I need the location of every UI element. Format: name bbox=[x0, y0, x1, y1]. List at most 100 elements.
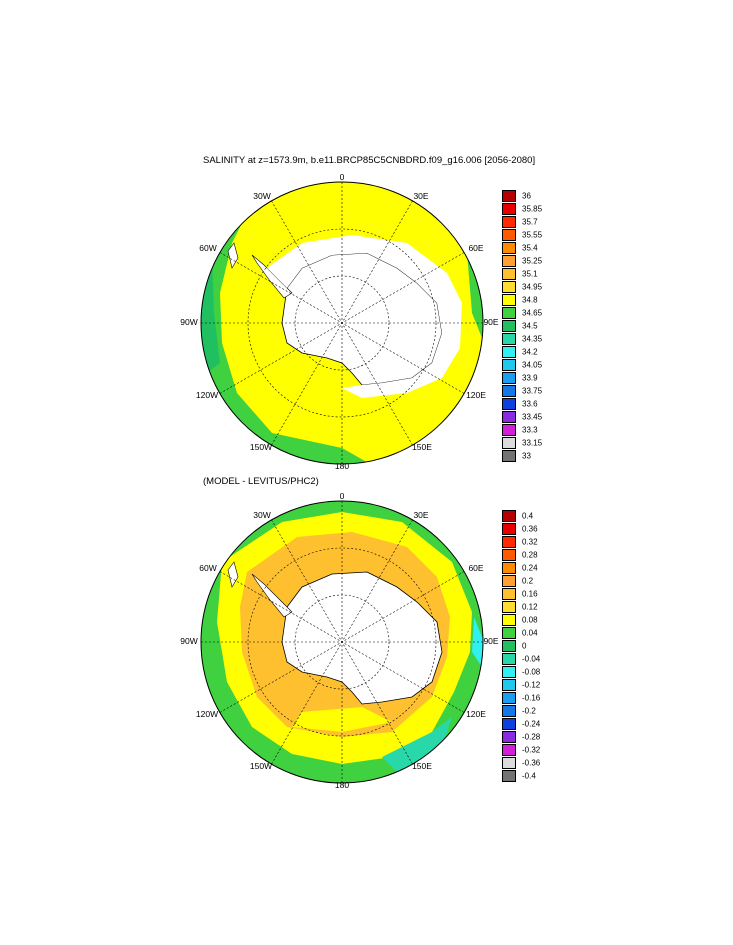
colorbar-label: 35.4 bbox=[522, 243, 538, 253]
colorbar-label: 0.04 bbox=[522, 628, 538, 638]
diff-south-america-tip bbox=[227, 561, 239, 588]
colorbar-label: 0.32 bbox=[522, 537, 538, 547]
colorbar-swatch bbox=[502, 398, 516, 410]
colorbar-swatch bbox=[502, 450, 516, 462]
colorbar-label: 33.45 bbox=[522, 412, 543, 422]
colorbar-label: 36 bbox=[522, 191, 531, 201]
colorbar-swatch bbox=[502, 653, 516, 665]
colorbar-label: 34.2 bbox=[522, 347, 538, 357]
colorbar-swatch bbox=[502, 190, 516, 202]
colorbar-label: 33.6 bbox=[522, 399, 538, 409]
lon-label-150e: 150E bbox=[412, 761, 432, 771]
colorbar-label: 33.3 bbox=[522, 425, 538, 435]
colorbar-label: -0.04 bbox=[522, 654, 541, 664]
colorbar-swatch bbox=[502, 718, 516, 730]
colorbar-swatch bbox=[502, 255, 516, 267]
lon-label-90e: 90E bbox=[483, 636, 499, 646]
colorbar-label: -0.4 bbox=[522, 771, 536, 781]
colorbar-label: 33.15 bbox=[522, 438, 543, 448]
green-band-east bbox=[467, 253, 483, 343]
colorbar-swatch bbox=[502, 731, 516, 743]
colorbar-swatch bbox=[502, 510, 516, 522]
lon-label-180: 180 bbox=[334, 780, 350, 790]
panel2-title: (MODEL - LEVITUS/PHC2) bbox=[203, 476, 319, 487]
colorbar-swatch bbox=[502, 640, 516, 652]
colorbar-swatch bbox=[502, 411, 516, 423]
colorbar-label: -0.2 bbox=[522, 706, 536, 716]
difference-polar-map bbox=[200, 500, 484, 784]
panel1-title: SALINITY at z=1573.9m, b.e11.BRCP85C5CNB… bbox=[203, 155, 536, 166]
lon-label-150w: 150W bbox=[249, 442, 273, 452]
diff-antarctica-land bbox=[281, 571, 443, 705]
salinity-polar-map bbox=[200, 181, 484, 465]
colorbar-swatch bbox=[502, 523, 516, 535]
south-america-tip bbox=[227, 242, 239, 269]
colorbar-label: 34.95 bbox=[522, 282, 543, 292]
colorbar-swatch bbox=[502, 679, 516, 691]
diff-yellow-patch-south bbox=[292, 707, 392, 732]
colorbar-swatch bbox=[502, 372, 516, 384]
lon-label-60w: 60W bbox=[199, 243, 217, 253]
colorbar-swatch bbox=[502, 666, 516, 678]
colorbar-label: 35.85 bbox=[522, 204, 543, 214]
colorbar-label: 33.9 bbox=[522, 373, 538, 383]
colorbar-swatch bbox=[502, 588, 516, 600]
diff-antarctic-peninsula bbox=[251, 573, 293, 618]
missing-data-ring bbox=[267, 235, 462, 398]
colorbar-swatch bbox=[502, 705, 516, 717]
colorbar-swatch bbox=[502, 359, 516, 371]
colorbar-swatch bbox=[502, 601, 516, 613]
lon-label-120e: 120E bbox=[466, 709, 486, 719]
diff-teal-southeast bbox=[382, 717, 452, 777]
colorbar-swatch bbox=[502, 203, 516, 215]
lon-label-180: 180 bbox=[334, 461, 350, 471]
colorbar-swatch bbox=[502, 575, 516, 587]
lon-label-120w: 120W bbox=[195, 709, 219, 719]
lon-label-90w: 90W bbox=[180, 317, 198, 327]
colorbar-label: 0.2 bbox=[522, 576, 534, 586]
colorbar-swatch bbox=[502, 294, 516, 306]
colorbar-label: 0 bbox=[522, 641, 527, 651]
colorbar-label: -0.24 bbox=[522, 719, 541, 729]
colorbar-swatch bbox=[502, 320, 516, 332]
colorbar-label: 35.55 bbox=[522, 230, 543, 240]
colorbar-label: -0.16 bbox=[522, 693, 541, 703]
colorbar-label: 34.35 bbox=[522, 334, 543, 344]
colorbar-label: -0.08 bbox=[522, 667, 541, 677]
lon-label-0: 0 bbox=[339, 172, 345, 182]
colorbar-label: 0.28 bbox=[522, 550, 538, 560]
colorbar-label: 35.1 bbox=[522, 269, 538, 279]
panel2-colorbar: 0.4 0.36 0.32 0.28 0.24 0.2 0.16 0.12 0.08 0.04 0 -… bbox=[502, 510, 562, 782]
colorbar-swatch bbox=[502, 627, 516, 639]
colorbar-swatch bbox=[502, 424, 516, 436]
colorbar-label: 34.05 bbox=[522, 360, 543, 370]
colorbar-swatch bbox=[502, 744, 516, 756]
colorbar-label: 0.4 bbox=[522, 511, 534, 521]
colorbar-label: 35.25 bbox=[522, 256, 543, 266]
colorbar-label: -0.36 bbox=[522, 758, 541, 768]
colorbar-label: 0.08 bbox=[522, 615, 538, 625]
colorbar-swatch bbox=[502, 549, 516, 561]
colorbar-swatch bbox=[502, 216, 516, 228]
lon-label-90w: 90W bbox=[180, 636, 198, 646]
colorbar-swatch bbox=[502, 614, 516, 626]
colorbar-swatch bbox=[502, 268, 516, 280]
colorbar-label: -0.12 bbox=[522, 680, 541, 690]
lon-label-30w: 30W bbox=[253, 510, 271, 520]
colorbar-label: 0.24 bbox=[522, 563, 538, 573]
lon-label-30w: 30W bbox=[253, 191, 271, 201]
lon-label-60e: 60E bbox=[468, 563, 484, 573]
colorbar-swatch bbox=[502, 562, 516, 574]
colorbar-label: 0.16 bbox=[522, 589, 538, 599]
colorbar-label: 33.75 bbox=[522, 386, 543, 396]
lon-label-120e: 120E bbox=[466, 390, 486, 400]
lon-label-150e: 150E bbox=[412, 442, 432, 452]
colorbar-label: -0.28 bbox=[522, 732, 541, 742]
green-band-west bbox=[201, 203, 372, 464]
colorbar-label: 34.8 bbox=[522, 295, 538, 305]
colorbar-label: 33 bbox=[522, 451, 531, 461]
colorbar-label: 0.36 bbox=[522, 524, 538, 534]
colorbar-label: 34.65 bbox=[522, 308, 543, 318]
colorbar-swatch bbox=[502, 692, 516, 704]
colorbar-swatch bbox=[502, 333, 516, 345]
